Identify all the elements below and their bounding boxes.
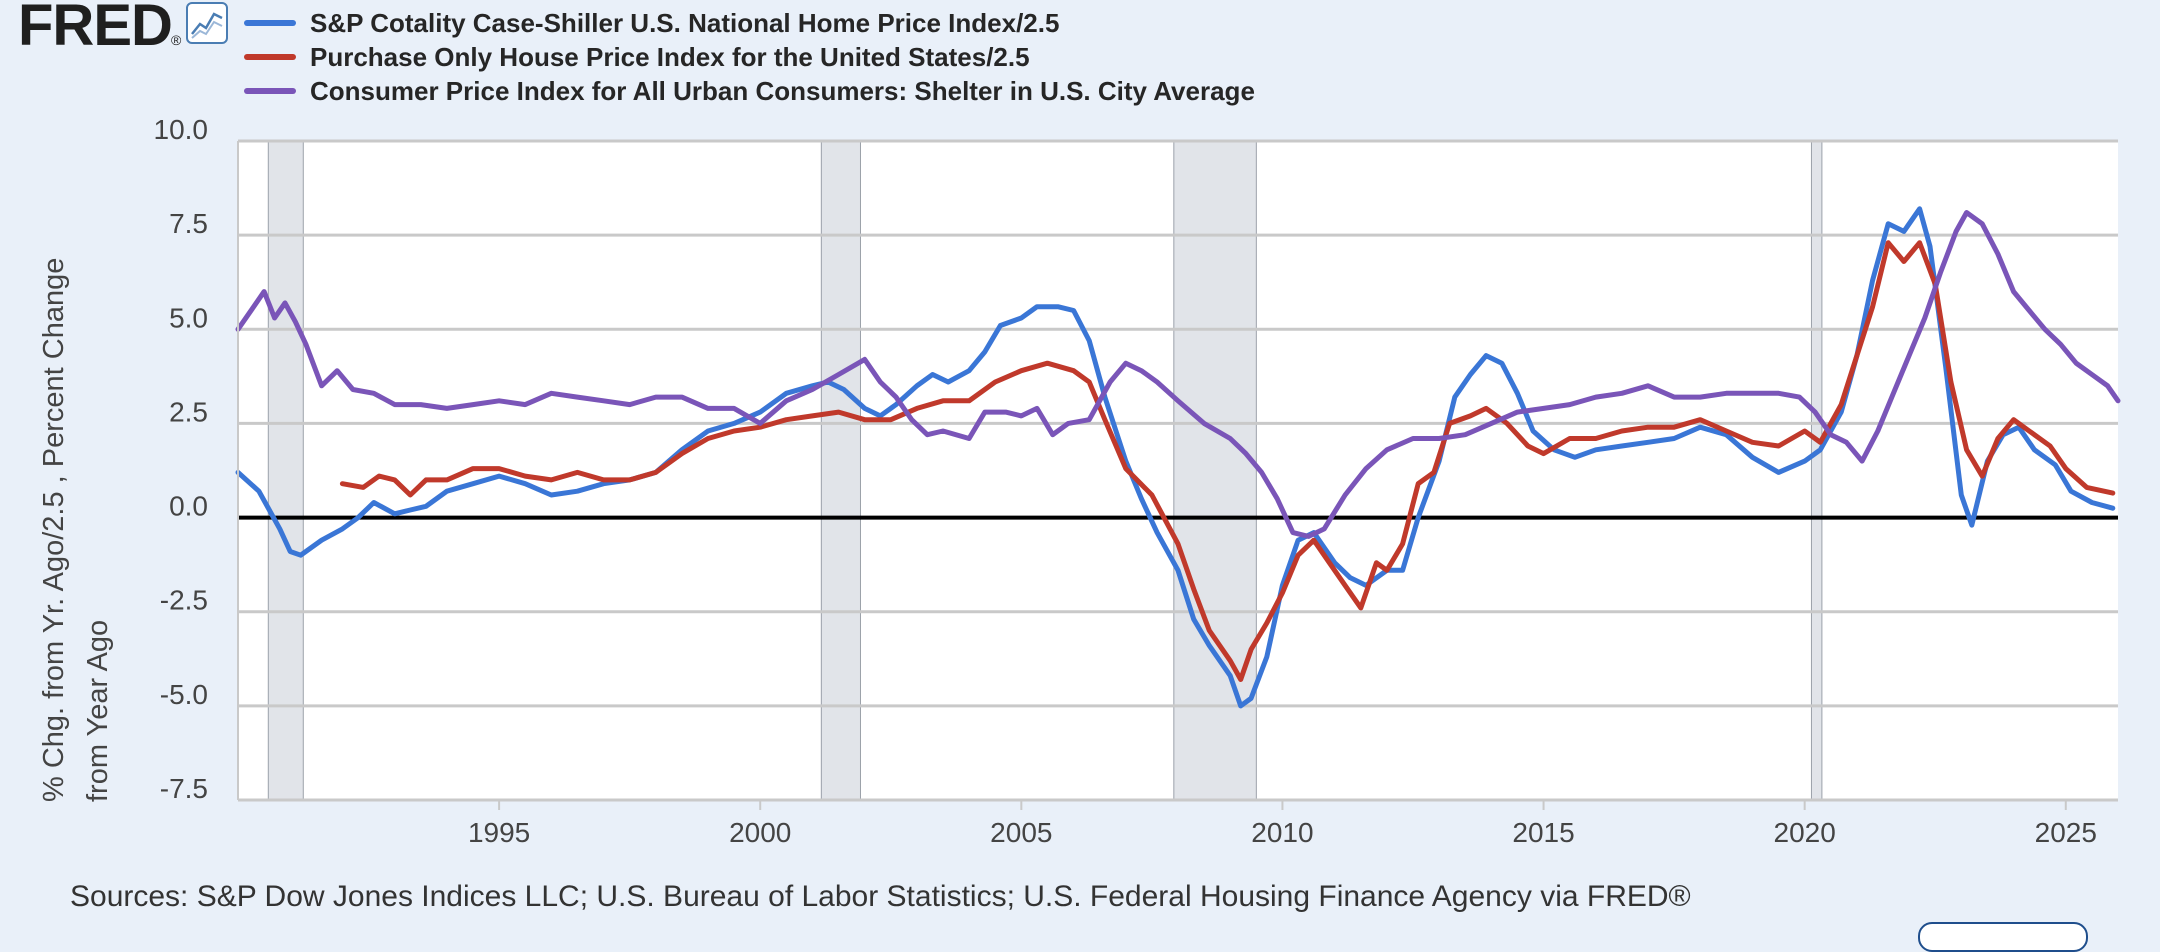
recession-band xyxy=(820,140,861,801)
chart-svg: 10.0 7.5 5.0 2.5 0.0 -2.5 -5.0 -7.5 1995 2000 2005… xyxy=(154,114,2121,848)
x-tick-label: 1995 xyxy=(468,817,530,848)
fred-logo[interactable]: FRED xyxy=(18,0,173,58)
recession-band xyxy=(1810,140,1823,801)
legend-item-case-shiller[interactable]: S&P Cotality Case-Shiller U.S. National … xyxy=(244,6,1255,40)
x-tick-label: 2005 xyxy=(990,817,1052,848)
chart-header: FRED ® S&P Cotality Case-Shiller U.S. Na… xyxy=(0,0,2160,120)
y-tick-label: 5.0 xyxy=(169,302,208,333)
source-note: Sources: S&P Dow Jones Indices LLC; U.S.… xyxy=(70,880,1691,913)
recession-band xyxy=(267,140,304,801)
legend-swatch-red xyxy=(244,54,296,60)
recession-band xyxy=(1173,140,1257,801)
x-tick-label: 2010 xyxy=(1251,817,1313,848)
series-line-2 xyxy=(339,240,2116,682)
y-axis-title-line-1: % Chg. from Yr. Ago/2.5 , Percent Change xyxy=(38,257,70,802)
legend-item-shelter-cpi[interactable]: Consumer Price Index for All Urban Consu… xyxy=(244,74,1255,108)
x-tick-label: 2000 xyxy=(729,817,791,848)
x-tick-label: 2025 xyxy=(2035,817,2097,848)
x-tick-label: 2020 xyxy=(1774,817,1836,848)
y-tick-label: 10.0 xyxy=(154,114,209,145)
chart-legend: S&P Cotality Case-Shiller U.S. National … xyxy=(244,6,1255,108)
y-axis-title-line-2: from Year Ago xyxy=(82,619,114,802)
y-tick-label: -7.5 xyxy=(160,773,208,804)
legend-label: S&P Cotality Case-Shiller U.S. National … xyxy=(310,7,1060,38)
line-chart-icon[interactable] xyxy=(186,2,228,44)
legend-label: Consumer Price Index for All Urban Consu… xyxy=(310,75,1255,106)
legend-swatch-purple xyxy=(244,88,296,94)
y-tick-label: 0.0 xyxy=(169,491,208,522)
legend-item-purchase-only[interactable]: Purchase Only House Price Index for the … xyxy=(244,40,1255,74)
registered-mark: ® xyxy=(171,32,182,48)
x-tick-label: 2015 xyxy=(1512,817,1574,848)
series-line-3 xyxy=(235,210,2121,539)
y-tick-label: -2.5 xyxy=(160,585,208,616)
legend-label: Purchase Only House Price Index for the … xyxy=(310,41,1030,72)
y-tick-label: -5.0 xyxy=(160,679,208,710)
corner-button[interactable] xyxy=(1918,922,2088,952)
legend-swatch-blue xyxy=(244,20,296,26)
y-tick-label: 7.5 xyxy=(169,208,208,239)
y-tick-label: 2.5 xyxy=(169,396,208,427)
